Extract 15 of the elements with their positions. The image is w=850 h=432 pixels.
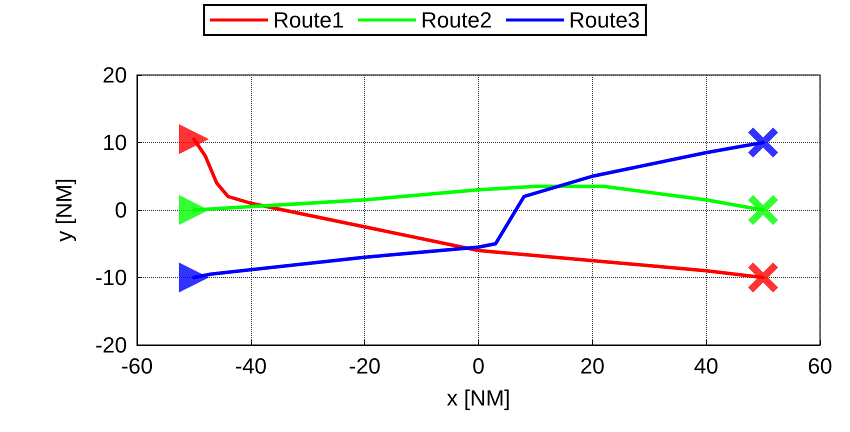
legend-label: Route1 (273, 8, 344, 32)
x-tick-label: 0 (472, 354, 485, 378)
x-axis-title: x [NM] (446, 386, 510, 410)
legend-label: Route2 (421, 8, 492, 32)
x-tick-label: 40 (694, 354, 718, 378)
y-tick-label: -10 (95, 265, 127, 290)
x-tick-label: 60 (808, 354, 832, 378)
x-tick-label: -40 (234, 354, 267, 378)
y-tick-label: 10 (102, 130, 127, 155)
x-tick-label: 20 (580, 354, 605, 378)
x-tick-label: -20 (348, 354, 381, 378)
y-axis-title: y [NM] (52, 178, 76, 242)
y-tick-label: 20 (102, 62, 127, 88)
legend-label: Route3 (568, 8, 640, 32)
y-tick-label: 0 (114, 198, 127, 222)
